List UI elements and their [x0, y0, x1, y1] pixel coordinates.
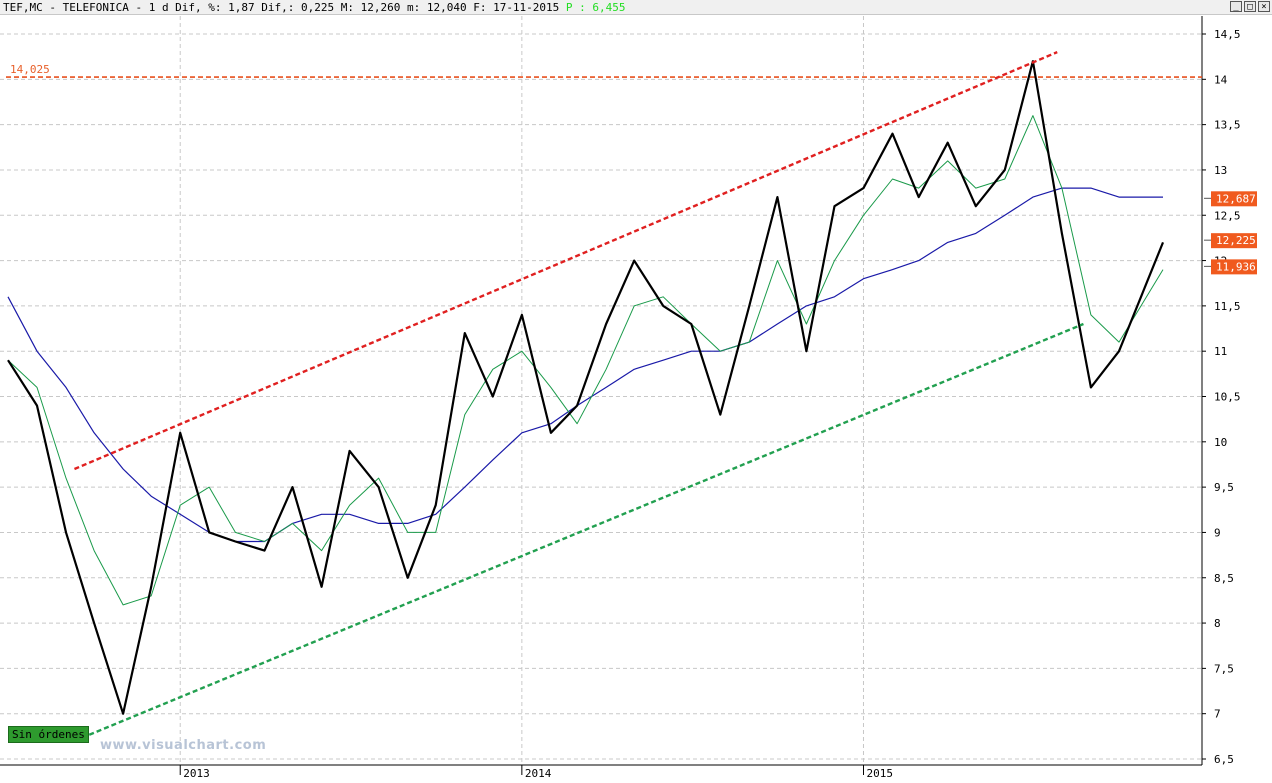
y-tick-label: 7 [1214, 708, 1221, 721]
minimize-button[interactable]: _ [1230, 1, 1242, 12]
y-tick-label: 13,5 [1214, 119, 1241, 132]
y-tick-label: 13 [1214, 164, 1227, 177]
sma-long-line [7, 187, 1163, 543]
horizontal-level-label: 14,025 [10, 63, 50, 76]
y-tick-label: 10,5 [1214, 391, 1241, 404]
y-axis-ticks: 14,51413,51312,51211,51110,5109,598,587,… [1202, 28, 1241, 766]
header-p-label: P [565, 1, 573, 14]
price-tag-label: 11,936 [1216, 260, 1256, 273]
x-axis-ticks: 2013 2014 2015 [179, 765, 893, 780]
y-tick-label: 11,5 [1214, 300, 1241, 313]
close-button[interactable]: × [1258, 1, 1270, 12]
y-tick-label: 6,5 [1214, 753, 1234, 766]
window-controls: _ □ × [1230, 1, 1270, 12]
price-tag-label: 12,687 [1216, 192, 1256, 205]
y-tick-label: 14,5 [1214, 28, 1241, 41]
sin-ordenes-button[interactable]: Sin órdenes [8, 726, 89, 743]
support-trendline[interactable] [73, 322, 1084, 742]
header-symbol-info: TEF,MC - TELEFONICA - 1 d Dif, %: 1,87 D… [3, 1, 626, 14]
y-tick-label: 7,5 [1214, 662, 1234, 675]
x-tick-label: 2015 [866, 767, 893, 780]
trendline-layer [73, 51, 1084, 742]
price-tag [1211, 233, 1257, 249]
sma-short-line [7, 115, 1164, 606]
price-tag [1211, 191, 1257, 207]
y-tick-label: 9,5 [1214, 481, 1234, 494]
resistance-trendline[interactable] [73, 51, 1058, 471]
header-p-value: : 6,455 [579, 1, 626, 14]
price-line [7, 60, 1165, 715]
grid-lines [0, 16, 1202, 765]
x-tick-label: 2014 [525, 767, 552, 780]
y-tick-label: 9 [1214, 526, 1221, 539]
y-tick-label: 11 [1214, 345, 1227, 358]
x-tick-label: 2013 [183, 767, 210, 780]
y-tick-label: 8 [1214, 617, 1221, 630]
y-tick-label: 14 [1214, 73, 1228, 86]
price-tags: 12,687 12,225 11,936 [1204, 191, 1257, 275]
chart-header: TEF,MC - TELEFONICA - 1 d Dif, %: 1,87 D… [0, 0, 1272, 15]
maximize-button[interactable]: □ [1244, 1, 1256, 12]
price-tag-label: 12,225 [1216, 234, 1256, 247]
price-tag [1211, 259, 1257, 275]
y-tick-label: 8,5 [1214, 572, 1234, 585]
series-layer [6, 60, 1202, 715]
watermark: www.visualchart.com [100, 738, 267, 753]
y-tick-label: 12,5 [1214, 209, 1241, 222]
y-tick-label: 10 [1214, 436, 1227, 449]
